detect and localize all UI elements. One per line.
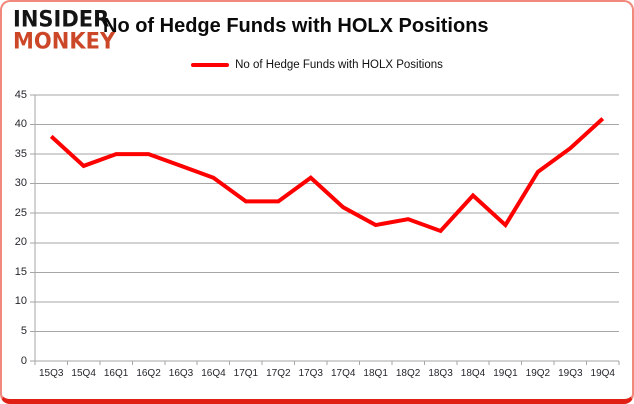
x-axis-tick-label: 18Q2 [395, 368, 421, 379]
x-axis-tick-label: 19Q3 [558, 368, 583, 379]
x-axis-tick-label: 18Q3 [428, 368, 453, 379]
y-axis-tick-label: 10 [14, 295, 27, 308]
x-axis-tick-label: 16Q4 [201, 368, 226, 379]
y-axis-tick-label: 20 [14, 236, 27, 249]
y-axis-tick-label: 30 [14, 177, 27, 190]
x-axis-tick-label: 16Q1 [103, 368, 129, 379]
x-axis-tick-label: 15Q4 [71, 368, 96, 379]
x-axis-tick-label: 17Q4 [330, 368, 356, 379]
x-axis-tick-label: 19Q2 [525, 368, 551, 379]
y-axis-tick-label: 5 [20, 324, 27, 337]
x-axis-tick-label: 19Q4 [590, 368, 615, 379]
x-axis-tick-label: 17Q2 [266, 368, 291, 379]
x-axis-tick-label: 16Q3 [168, 368, 194, 379]
series-line [49, 117, 605, 234]
x-axis-tick-label: 17Q3 [298, 368, 323, 379]
legend-series-label: No of Hedge Funds with HOLX Positions [235, 59, 443, 71]
x-axis-tick-label: 15Q3 [38, 368, 64, 379]
x-axis-tick-label: 18Q4 [460, 368, 486, 379]
y-axis-tick-label: 25 [14, 206, 27, 219]
legend-line-swatch [191, 63, 230, 67]
y-axis-tick-label: 45 [14, 88, 27, 101]
chart-title: No of Hedge Funds with HOLX Positions [103, 15, 489, 37]
insider-monkey-logo: INSIDER MONKEY [13, 6, 116, 54]
logo-text-insider: INSIDER [13, 6, 110, 32]
logo-text-monkey: MONKEY [13, 28, 116, 54]
chart-legend: No of Hedge Funds with HOLX Positions [2, 58, 632, 72]
x-axis-tick-label: 18Q1 [363, 368, 388, 379]
y-axis-tick-label: 35 [14, 147, 27, 160]
x-axis-tick-label: 17Q1 [233, 368, 259, 379]
y-axis-tick-label: 15 [14, 265, 27, 278]
y-axis-tick-label: 40 [14, 118, 27, 131]
x-axis-tick-label: 16Q2 [136, 368, 161, 379]
x-axis-tick-label: 19Q1 [493, 368, 518, 379]
y-axis-tick-label: 0 [20, 354, 27, 367]
